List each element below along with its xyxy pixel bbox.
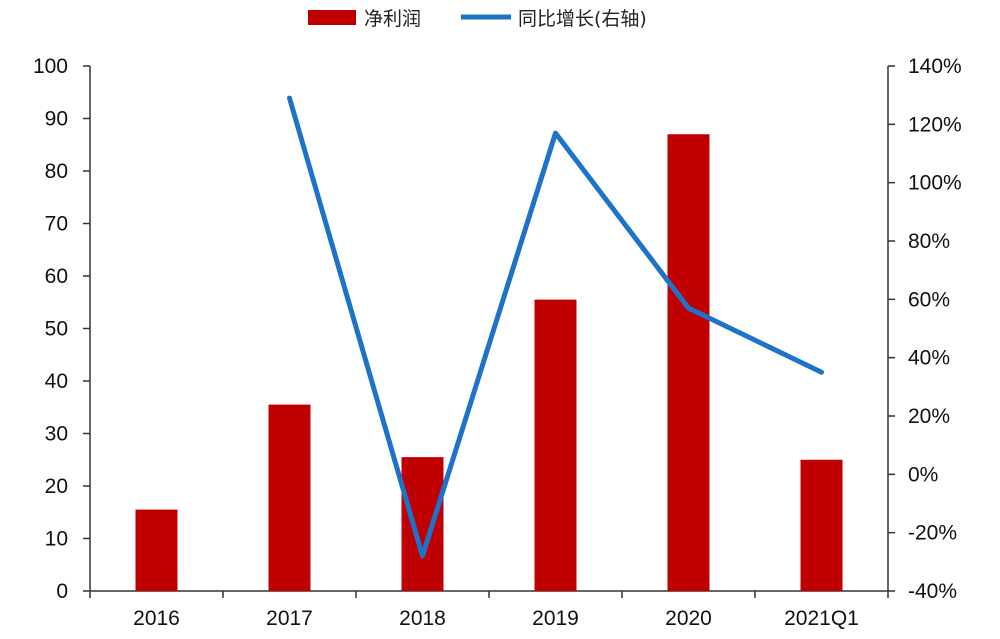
right-tick-label: -40%: [908, 580, 957, 603]
left-tick-label: 40: [45, 370, 68, 393]
bar-series: [135, 134, 843, 591]
left-tick-label: 10: [45, 528, 68, 551]
right-tick-label: 80%: [908, 230, 950, 253]
right-tick-label: 0%: [908, 463, 938, 486]
left-tick-label: 80: [45, 160, 68, 183]
bar-2021Q1: [800, 459, 843, 591]
x-tick-label: 2020: [665, 607, 712, 630]
legend: 净利润 同比增长(右轴): [308, 8, 647, 30]
bar-2019: [534, 299, 577, 591]
left-tick-label: 30: [45, 423, 68, 446]
x-tick-label: 2019: [532, 607, 579, 630]
legend-line-label: 同比增长(右轴): [518, 8, 647, 30]
left-tick-label: 20: [45, 475, 68, 498]
x-tick-label: 2021Q1: [784, 607, 859, 630]
x-tick-label: 2016: [133, 607, 180, 630]
x-axis: 2016 2017 2018 2019 2020 2021Q1: [89, 590, 889, 630]
right-tick-label: 40%: [908, 347, 950, 370]
right-tick-label: 60%: [908, 288, 950, 311]
right-tick-label: 20%: [908, 405, 950, 428]
right-tick-label: -20%: [908, 522, 957, 545]
left-axis: 0 10 20 30 40 50 60 70 80 90 100: [33, 55, 91, 603]
left-tick-label: 0: [56, 580, 68, 603]
left-tick-label: 60: [45, 265, 68, 288]
line-series: [287, 95, 824, 559]
right-tick-label: 140%: [908, 55, 962, 78]
right-axis: -40% -20% 0% 20% 40% 60% 80% 100% 120% 140%: [887, 55, 962, 603]
right-tick-label: 120%: [908, 113, 962, 136]
x-tick-label: 2017: [266, 607, 313, 630]
legend-bar-label: 净利润: [364, 8, 421, 30]
left-tick-label: 50: [45, 318, 68, 341]
x-tick-label: 2018: [399, 607, 446, 630]
growth-line: [287, 95, 824, 559]
bar-2018: [401, 457, 444, 591]
left-tick-label: 90: [45, 108, 68, 131]
bar-2016: [135, 509, 178, 591]
left-tick-label: 100: [33, 55, 68, 78]
left-tick-label: 70: [45, 213, 68, 236]
bar-2020: [667, 134, 710, 591]
legend-bar-swatch: [308, 10, 356, 25]
bar-2017: [268, 404, 311, 591]
right-tick-label: 100%: [908, 172, 962, 195]
